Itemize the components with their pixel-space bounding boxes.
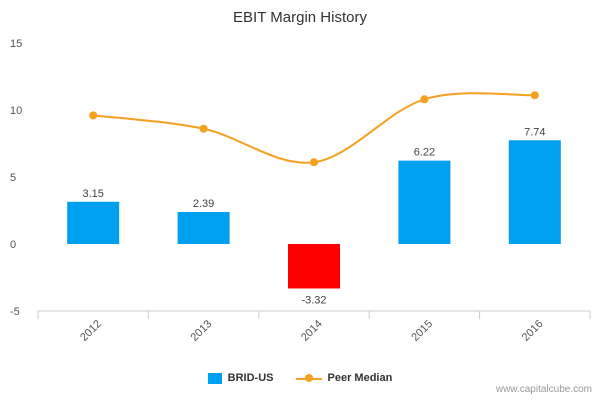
y-tick-label: 0 — [10, 239, 16, 251]
legend-line-swatch — [295, 373, 322, 384]
bar-data-label: 2.39 — [193, 198, 214, 210]
legend-item-brid-us[interactable]: BRID-US — [207, 372, 274, 384]
bar[interactable] — [288, 244, 340, 289]
bar[interactable] — [398, 160, 451, 244]
bar-data-label: -3.32 — [301, 294, 326, 306]
x-axis: 2012 2013 2014 2015 2016 — [37, 311, 591, 344]
line-point[interactable] — [89, 111, 98, 120]
bar[interactable] — [508, 140, 561, 244]
line-point[interactable] — [530, 91, 539, 100]
legend-bar-swatch — [207, 372, 222, 384]
x-tick-label: 2016 — [520, 318, 546, 344]
x-tick-label: 2012 — [78, 318, 104, 344]
line-point[interactable] — [310, 158, 318, 167]
x-tick-label: 2015 — [409, 318, 435, 344]
bar-data-label: 7.74 — [524, 126, 545, 138]
x-tick-label: 2014 — [299, 318, 325, 344]
bar[interactable] — [67, 201, 120, 244]
y-axis: 15 10 5 0 -5 — [10, 38, 22, 318]
y-tick-label: 15 — [10, 38, 22, 50]
bar[interactable] — [177, 211, 230, 244]
bar-data-label: 6.22 — [414, 147, 435, 159]
chart-title: EBIT Margin History — [233, 9, 367, 26]
bar-series — [67, 140, 561, 289]
legend-label-peer-median: Peer Median — [327, 372, 393, 384]
line-point[interactable] — [420, 95, 429, 104]
legend-label-brid-us: BRID-US — [227, 372, 274, 384]
watermark: www.capitalcube.com — [495, 384, 592, 395]
peer-median-line — [93, 92, 535, 164]
legend-item-peer-median[interactable]: Peer Median — [295, 372, 393, 384]
bar-data-label: 3.15 — [82, 188, 103, 200]
line-point[interactable] — [199, 124, 208, 133]
legend: BRID-US Peer Median — [0, 372, 600, 384]
y-tick-label: -5 — [10, 306, 20, 318]
y-tick-label: 10 — [10, 105, 22, 117]
x-tick-label: 2013 — [189, 318, 215, 344]
y-tick-label: 5 — [10, 172, 16, 184]
bar-data-labels: 3.15 2.39 -3.32 6.22 7.74 — [82, 126, 545, 306]
line-series — [89, 91, 539, 167]
